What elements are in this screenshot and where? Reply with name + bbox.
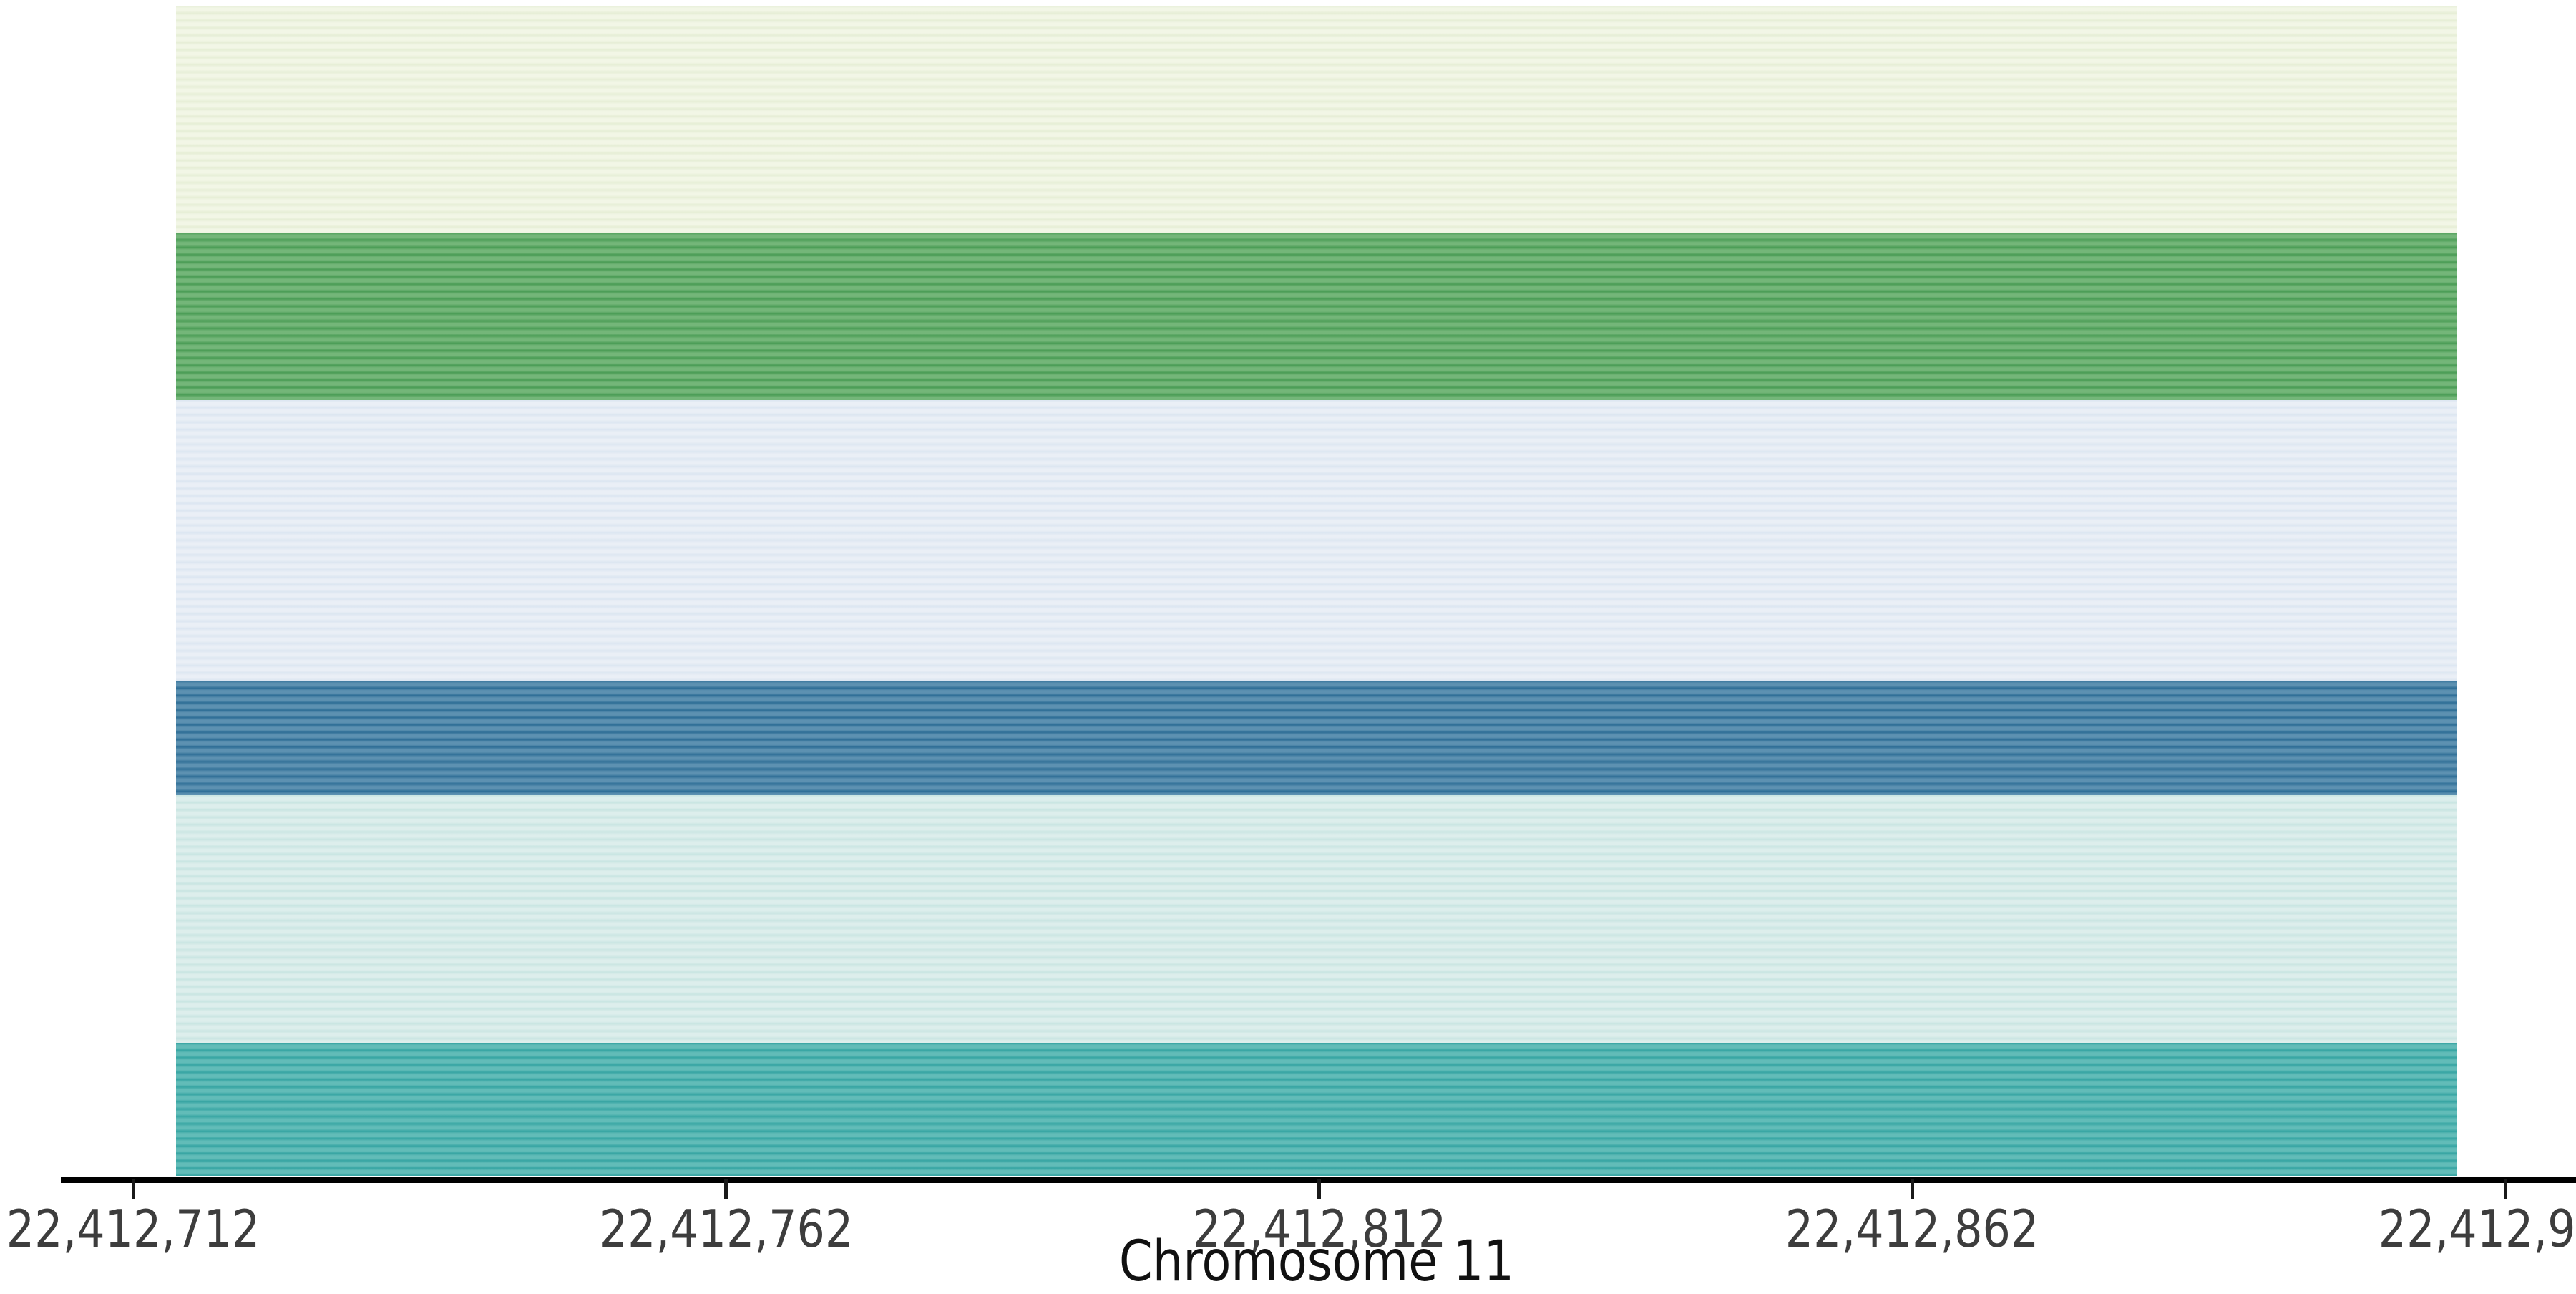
x-axis-title-wrap: Chromosome 11 (1087, 1234, 1546, 1290)
x-axis-tick-label-text: 22,412,912 (2378, 1199, 2576, 1259)
x-axis-tick-label-text: 22,412,762 (599, 1199, 854, 1259)
read-pileup-area (176, 0, 2457, 1176)
read-group-band-2 (176, 233, 2457, 400)
read-group-band-5 (176, 795, 2457, 1043)
read-group-band-3 (176, 400, 2457, 681)
x-axis-tick-mark (131, 1179, 135, 1199)
x-axis-tick-label-text: 22,412,712 (6, 1199, 260, 1259)
x-axis-tick-mark (2503, 1179, 2507, 1199)
x-axis-tick-label: 22,412,862 (1765, 1202, 2059, 1257)
x-axis-tick-label-text: 22,412,812 (1192, 1199, 1446, 1259)
x-axis-tick-mark (1910, 1179, 1914, 1199)
read-group-band-6 (176, 1043, 2457, 1176)
x-axis-tick-label: 22,412,812 (1171, 1202, 1466, 1257)
x-axis-tick-label: 22,412,912 (2358, 1202, 2576, 1257)
read-group-band-1 (176, 6, 2457, 233)
x-axis-tick-label: 22,412,712 (0, 1202, 280, 1257)
read-group-band-4 (176, 681, 2457, 795)
x-axis-tick-mark (1317, 1179, 1321, 1199)
x-axis-tick-mark (724, 1179, 728, 1199)
x-axis-tick-label: 22,412,762 (579, 1202, 874, 1257)
x-axis-title: Chromosome 11 (1118, 1230, 1515, 1294)
x-axis-tick-label-text: 22,412,862 (1785, 1199, 2039, 1259)
